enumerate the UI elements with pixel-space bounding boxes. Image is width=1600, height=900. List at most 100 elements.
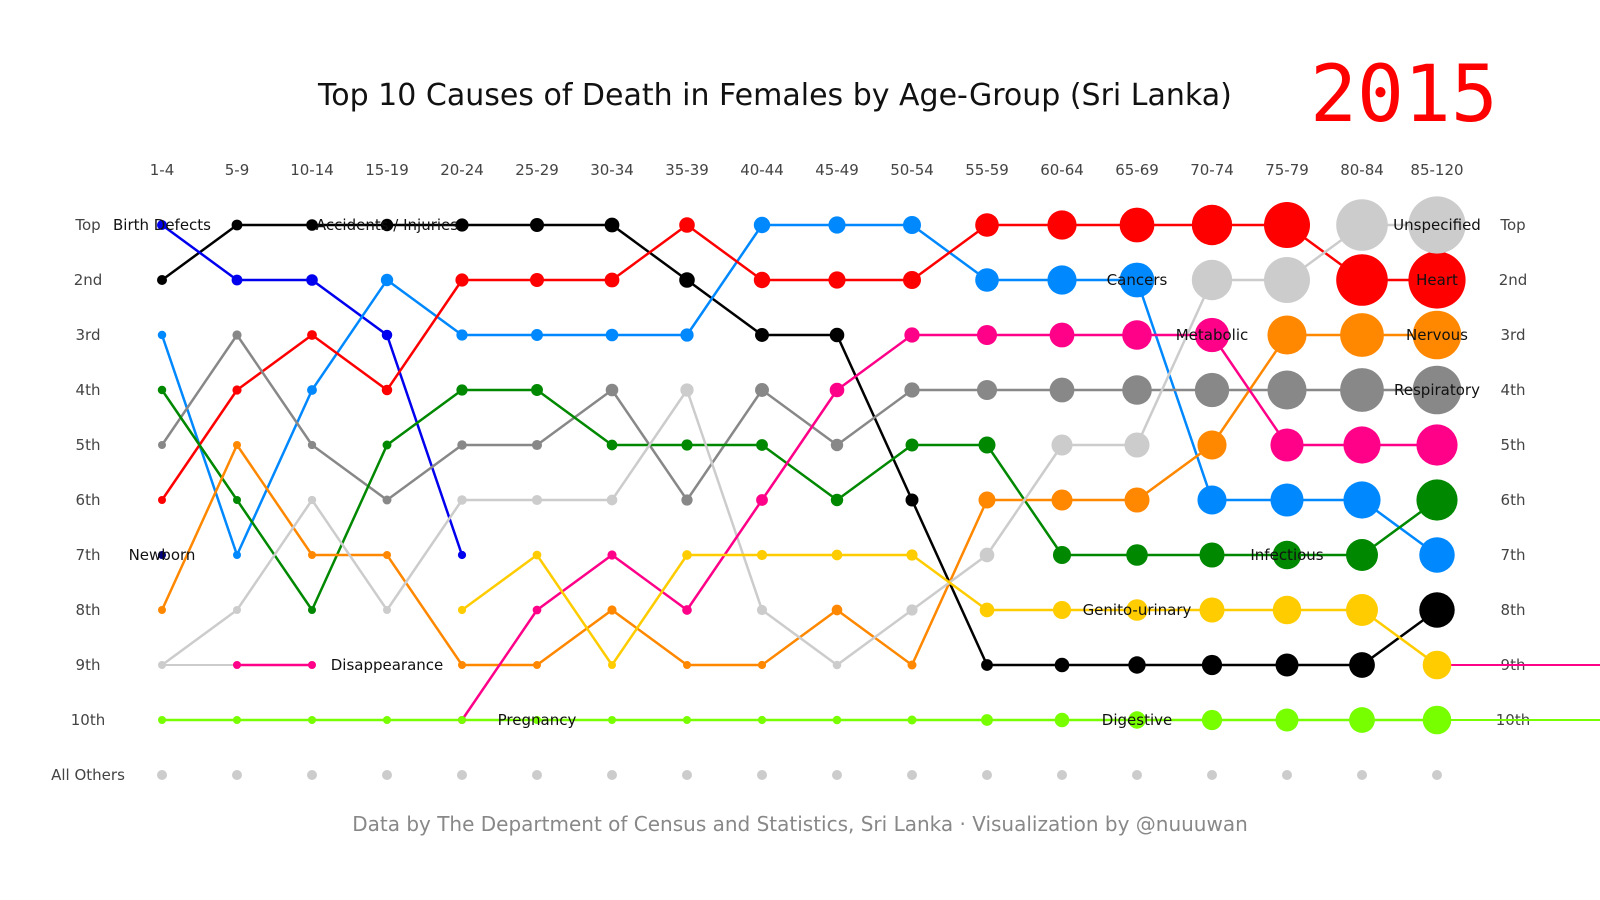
data-point-heart [1264,202,1310,248]
cause-label: Respiratory [1394,381,1480,399]
data-point-infectious [1272,540,1302,570]
data-point-accidents [1054,657,1070,673]
age-group-label: 20-24 [440,161,484,179]
data-point-digestive [233,716,241,724]
data-point-respiratory [382,495,392,505]
data-point-digestive [1201,709,1223,731]
data-point-metabolic [1194,317,1230,353]
rank-label-right: Top [1499,216,1525,234]
data-point-cancers [157,330,167,340]
data-point-accidents [829,327,845,343]
data-point-digestive [1128,711,1146,729]
data-point-heart [753,271,771,289]
data-point-digestive [533,716,541,724]
data-point-nervous [978,491,996,509]
data-point-infectious [681,439,693,451]
rank-label-left: 4th [76,381,101,399]
data-point-infectious [978,436,996,454]
data-point-cancers [1270,483,1304,517]
data-point-infectious [756,439,768,451]
data-point-all_others [232,770,242,780]
data-point-respiratory [1340,368,1384,412]
age-group-label: 80-84 [1340,161,1384,179]
data-point-accidents [981,659,993,671]
data-point-cancers [1419,537,1455,573]
data-point-infectious [830,493,844,507]
data-point-heart [1191,204,1233,246]
data-point-metabolic [1122,320,1152,350]
data-point-unspecified [307,495,317,505]
data-point-heart [975,213,999,237]
data-point-accidents [157,275,167,285]
data-point-unspecified [906,604,918,616]
data-point-digestive [308,716,316,724]
data-point-unspecified [606,494,618,506]
data-point-heart [158,496,166,504]
data-point-nervous [1267,315,1307,355]
data-point-cancers [1343,481,1381,519]
data-point-all_others [532,770,542,780]
data-point-accidents [604,217,620,233]
data-point-genito_urinary [1422,650,1452,680]
data-point-birth_defects [231,274,243,286]
data-point-unspecified [1264,257,1310,303]
data-point-genito_urinary [831,549,843,561]
age-group-label: 50-54 [890,161,934,179]
data-point-all_others [157,770,167,780]
data-point-infectious [606,439,618,451]
data-point-metabolic [1416,424,1458,466]
data-point-digestive [1422,705,1452,735]
data-point-infectious [157,385,167,395]
data-point-accidents [905,493,919,507]
data-point-accidents [1201,654,1223,676]
data-point-genito_urinary [979,602,995,618]
age-group-label: 65-69 [1115,161,1159,179]
cause-label: Pregnancy [498,711,577,729]
age-group-label: 85-120 [1410,161,1463,179]
data-point-unspecified [1336,199,1388,251]
cause-label: Genito-urinary [1083,601,1192,619]
data-point-unspecified [1124,432,1150,458]
data-point-nervous [383,551,391,559]
data-point-accidents [306,219,318,231]
data-point-heart [232,385,242,395]
data-point-all_others [307,770,317,780]
data-point-cancers [680,328,694,342]
data-point-metabolic [1049,322,1075,348]
data-point-cancers [753,216,771,234]
data-point-respiratory [681,494,693,506]
data-point-all_others [1132,770,1142,780]
rank-label-left: 10th [71,711,105,729]
data-point-all_others [682,770,692,780]
rank-label-left: 9th [76,656,101,674]
data-point-digestive [907,715,917,725]
data-point-digestive [683,716,691,724]
cause-label: Metabolic [1176,326,1249,344]
series-line-metabolic [460,333,1437,721]
data-point-respiratory [307,440,317,450]
data-point-nervous [907,660,917,670]
rank-label-left: 8th [76,601,101,619]
data-point-birth_defects [381,329,393,341]
data-point-unspecified [383,606,391,614]
data-point-nervous [607,605,617,615]
data-point-digestive [458,716,466,724]
data-point-genito_urinary [1126,599,1148,621]
data-point-heart [1047,210,1077,240]
data-point-nervous [458,661,466,669]
data-point-unspecified [531,494,543,506]
data-point-metabolic [829,382,845,398]
data-point-birth_defects [457,550,467,560]
data-point-heart [455,273,469,287]
data-point-accidents [1128,656,1146,674]
rank-label-right: 5th [1501,436,1526,454]
data-point-cancers [1047,265,1077,295]
data-point-respiratory [830,438,844,452]
data-point-accidents [455,218,469,232]
age-group-label: 5-9 [225,161,250,179]
data-point-respiratory [605,383,619,397]
age-group-label: 45-49 [815,161,859,179]
data-point-heart [903,271,921,289]
rank-label-left: 3rd [76,326,101,344]
